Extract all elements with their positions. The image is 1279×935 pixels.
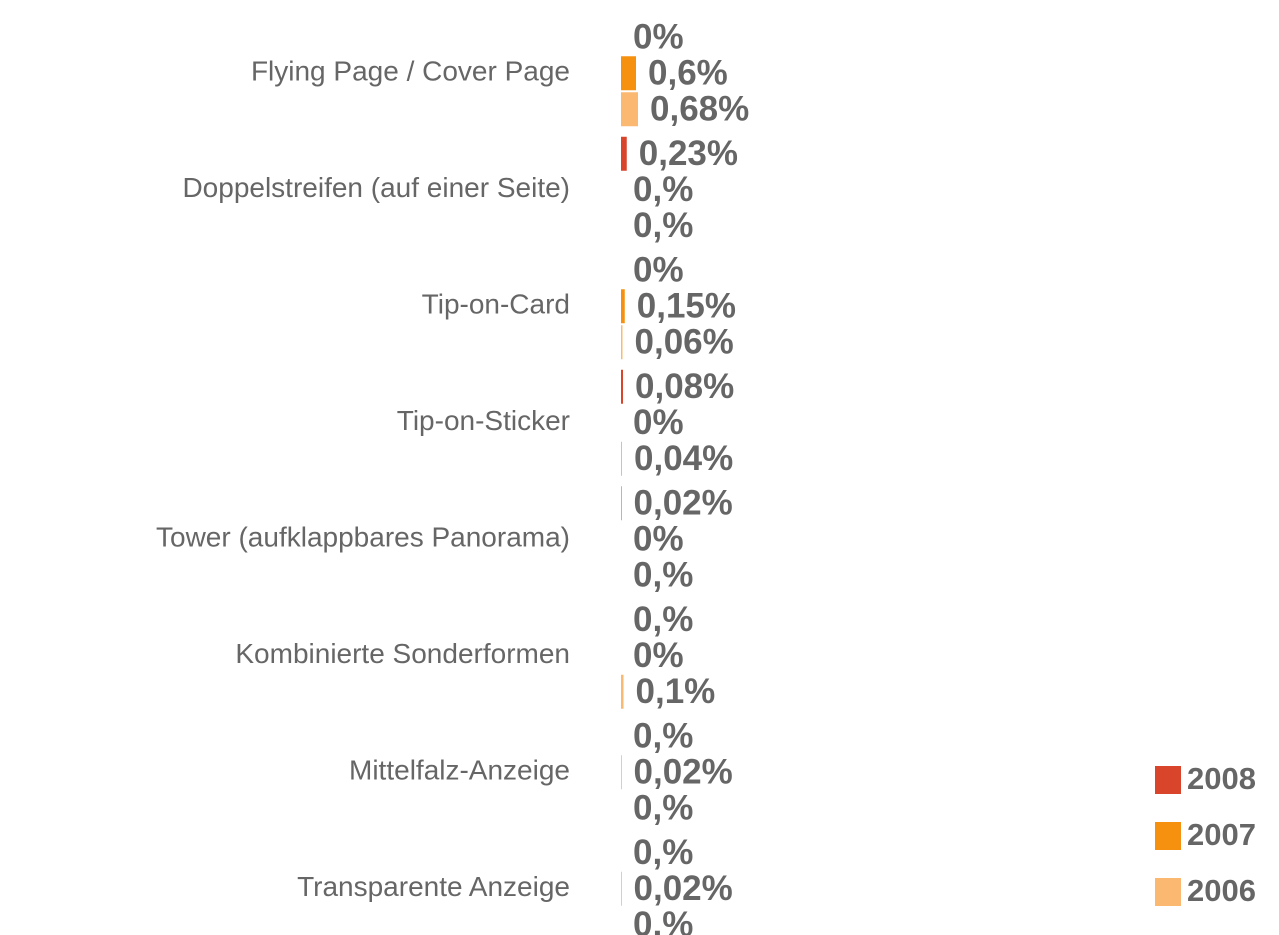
value-label: 0% xyxy=(633,636,684,675)
bar xyxy=(621,136,627,171)
value-label: 0,15% xyxy=(637,287,736,326)
bar xyxy=(621,92,638,127)
legend-label: 2008 xyxy=(1187,761,1256,796)
value-label: 0,68% xyxy=(650,90,749,129)
value-label: 0,1% xyxy=(636,672,716,711)
bar xyxy=(621,486,622,521)
value-label: 0,06% xyxy=(635,323,734,362)
bar xyxy=(621,56,636,91)
legend-label: 2006 xyxy=(1187,873,1256,908)
value-label: 0% xyxy=(633,403,684,442)
legend-swatch xyxy=(1155,822,1181,850)
bar xyxy=(621,325,623,360)
value-label: 0,% xyxy=(633,717,693,756)
category-label: Kombinierte Sonderformen xyxy=(235,638,570,669)
value-label: 0,02% xyxy=(634,753,733,792)
bar xyxy=(621,871,622,906)
bar xyxy=(621,441,622,476)
value-label: 0,% xyxy=(633,600,693,639)
category-label: Tower (aufklappbares Panorama) xyxy=(156,522,570,553)
bar xyxy=(621,755,622,790)
category-label: Flying Page / Cover Page xyxy=(251,56,570,87)
value-label: 0,% xyxy=(633,789,693,828)
category-label: Tip-on-Card xyxy=(422,289,570,320)
value-label: 0,% xyxy=(633,206,693,245)
category-label: Transparente Anzeige xyxy=(297,871,570,902)
value-label: 0% xyxy=(633,520,684,559)
value-label: 0,% xyxy=(633,905,693,935)
value-label: 0,% xyxy=(633,833,693,872)
category-label: Mittelfalz-Anzeige xyxy=(349,755,570,786)
legend-label: 2007 xyxy=(1187,817,1256,852)
value-label: 0% xyxy=(633,251,684,290)
category-label: Tip-on-Sticker xyxy=(397,405,570,436)
category-label: Doppelstreifen (auf einer Seite) xyxy=(182,172,570,203)
legend-swatch xyxy=(1155,766,1181,794)
value-label: 0,02% xyxy=(634,869,733,908)
value-label: 0,02% xyxy=(634,484,733,523)
value-label: 0,08% xyxy=(635,367,734,406)
value-label: 0% xyxy=(633,18,684,57)
value-label: 0,04% xyxy=(634,439,733,478)
value-label: 0,% xyxy=(633,170,693,209)
value-label: 0,% xyxy=(633,556,693,595)
bar xyxy=(621,674,624,709)
value-label: 0,6% xyxy=(648,54,728,93)
value-label: 0,23% xyxy=(639,134,738,173)
bar xyxy=(621,289,625,324)
legend-swatch xyxy=(1155,878,1181,906)
bar xyxy=(621,369,623,404)
